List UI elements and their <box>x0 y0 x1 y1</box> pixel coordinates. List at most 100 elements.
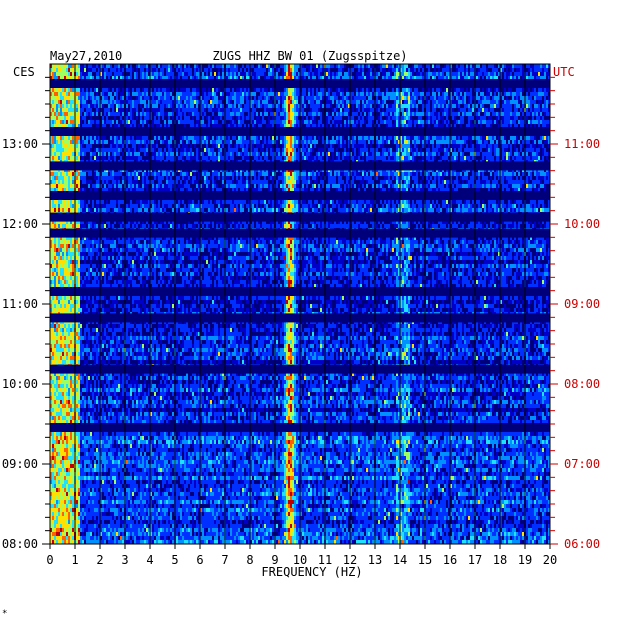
spectrogram-cell <box>406 108 408 112</box>
spectrogram-cell <box>396 76 398 80</box>
spectrogram-cell <box>468 112 470 116</box>
spectrogram-cell <box>182 104 184 108</box>
spectrogram-cell <box>244 152 246 156</box>
spectrogram-cell <box>246 144 248 148</box>
spectrogram-cell <box>526 136 528 140</box>
spectrogram-cell <box>304 92 306 96</box>
spectrogram-cell <box>336 76 338 80</box>
spectrogram-cell <box>196 156 198 160</box>
spectrogram-cell <box>404 96 406 100</box>
spectrogram-cell <box>60 120 62 124</box>
spectrogram-cell <box>258 144 260 148</box>
spectrogram-cell <box>220 64 222 68</box>
spectrogram-cell <box>322 136 324 140</box>
spectrogram-cell <box>264 92 266 96</box>
spectrogram-cell <box>144 76 146 80</box>
spectrogram-cell <box>394 68 396 72</box>
spectrogram-cell <box>170 100 172 104</box>
spectrogram-cell <box>168 148 170 152</box>
spectrogram-cell <box>118 108 120 112</box>
spectrogram-cell <box>510 152 512 156</box>
spectrogram-cell <box>230 144 232 148</box>
spectrogram-cell <box>522 152 524 156</box>
spectrogram-cell <box>96 72 98 76</box>
spectrogram-cell <box>534 88 536 92</box>
spectrogram-cell <box>60 108 62 112</box>
spectrogram-cell <box>170 92 172 96</box>
spectrogram-cell <box>162 112 164 116</box>
spectrogram-cell <box>488 112 490 116</box>
spectrogram-cell <box>540 88 542 92</box>
spectrogram-cell <box>466 124 468 128</box>
spectrogram-cell <box>350 72 352 76</box>
spectrogram-cell <box>344 140 346 144</box>
spectrogram-cell <box>132 144 134 148</box>
spectrogram-cell <box>348 116 350 120</box>
spectrogram-cell <box>198 76 200 80</box>
spectrogram-cell <box>372 64 374 68</box>
spectrogram-cell <box>228 64 230 68</box>
spectrogram-cell <box>250 144 252 148</box>
spectrogram-cell <box>532 144 534 148</box>
spectrogram-cell <box>280 108 282 112</box>
spectrogram-cell <box>516 92 518 96</box>
spectrogram-cell <box>432 120 434 124</box>
spectrogram-cell <box>402 72 404 76</box>
spectrogram-cell <box>312 96 314 100</box>
spectrogram-cell <box>450 136 452 140</box>
spectrogram-cell <box>256 152 258 156</box>
spectrogram-cell <box>500 136 502 140</box>
spectrogram-cell <box>232 92 234 96</box>
spectrogram-cell <box>294 136 296 140</box>
spectrogram-cell <box>160 136 162 140</box>
spectrogram-cell <box>508 104 510 108</box>
spectrogram-cell <box>450 112 452 116</box>
spectrogram-cell <box>514 64 516 68</box>
spectrogram-cell <box>428 144 430 148</box>
spectrogram-cell <box>478 76 480 80</box>
spectrogram-cell <box>480 124 482 128</box>
spectrogram-cell <box>156 140 158 144</box>
spectrogram-cell <box>322 124 324 128</box>
spectrogram-cell <box>244 124 246 128</box>
spectrogram-cell <box>162 68 164 72</box>
spectrogram-cell <box>350 100 352 104</box>
spectrogram-cell <box>248 76 250 80</box>
spectrogram-cell <box>146 120 148 124</box>
spectrogram-cell <box>384 68 386 72</box>
spectrogram-cell <box>456 152 458 156</box>
spectrogram-cell <box>528 68 530 72</box>
spectrogram-cell <box>320 68 322 72</box>
spectrogram-cell <box>444 156 446 160</box>
spectrogram-cell <box>326 120 328 124</box>
spectrogram-cell <box>528 112 530 116</box>
spectrogram-cell <box>356 88 358 92</box>
spectrogram-cell <box>516 68 518 72</box>
spectrogram-cell <box>180 152 182 156</box>
spectrogram-cell <box>248 156 250 160</box>
spectrogram-cell <box>408 100 410 104</box>
spectrogram-cell <box>360 148 362 152</box>
spectrogram-cell <box>80 104 82 108</box>
spectrogram-cell <box>308 120 310 124</box>
spectrogram-cell <box>470 124 472 128</box>
spectrogram-cell <box>328 116 330 120</box>
spectrogram-cell <box>192 88 194 92</box>
spectrogram-cell <box>60 92 62 96</box>
spectrogram-cell <box>532 152 534 156</box>
spectrogram-cell <box>506 104 508 108</box>
spectrogram-cell <box>388 68 390 72</box>
spectrogram-cell <box>54 96 56 100</box>
spectrogram-cell <box>422 68 424 72</box>
spectrogram-cell <box>66 144 68 148</box>
spectrogram-cell <box>190 104 192 108</box>
spectrogram-cell <box>206 116 208 120</box>
spectrogram-cell <box>280 96 282 100</box>
spectrogram-cell <box>250 112 252 116</box>
spectrogram-cell <box>392 96 394 100</box>
spectrogram-cell <box>446 88 448 92</box>
spectrogram-cell <box>346 100 348 104</box>
spectrogram-cell <box>62 144 64 148</box>
spectrogram-cell <box>476 88 478 92</box>
spectrogram-cell <box>538 72 540 76</box>
